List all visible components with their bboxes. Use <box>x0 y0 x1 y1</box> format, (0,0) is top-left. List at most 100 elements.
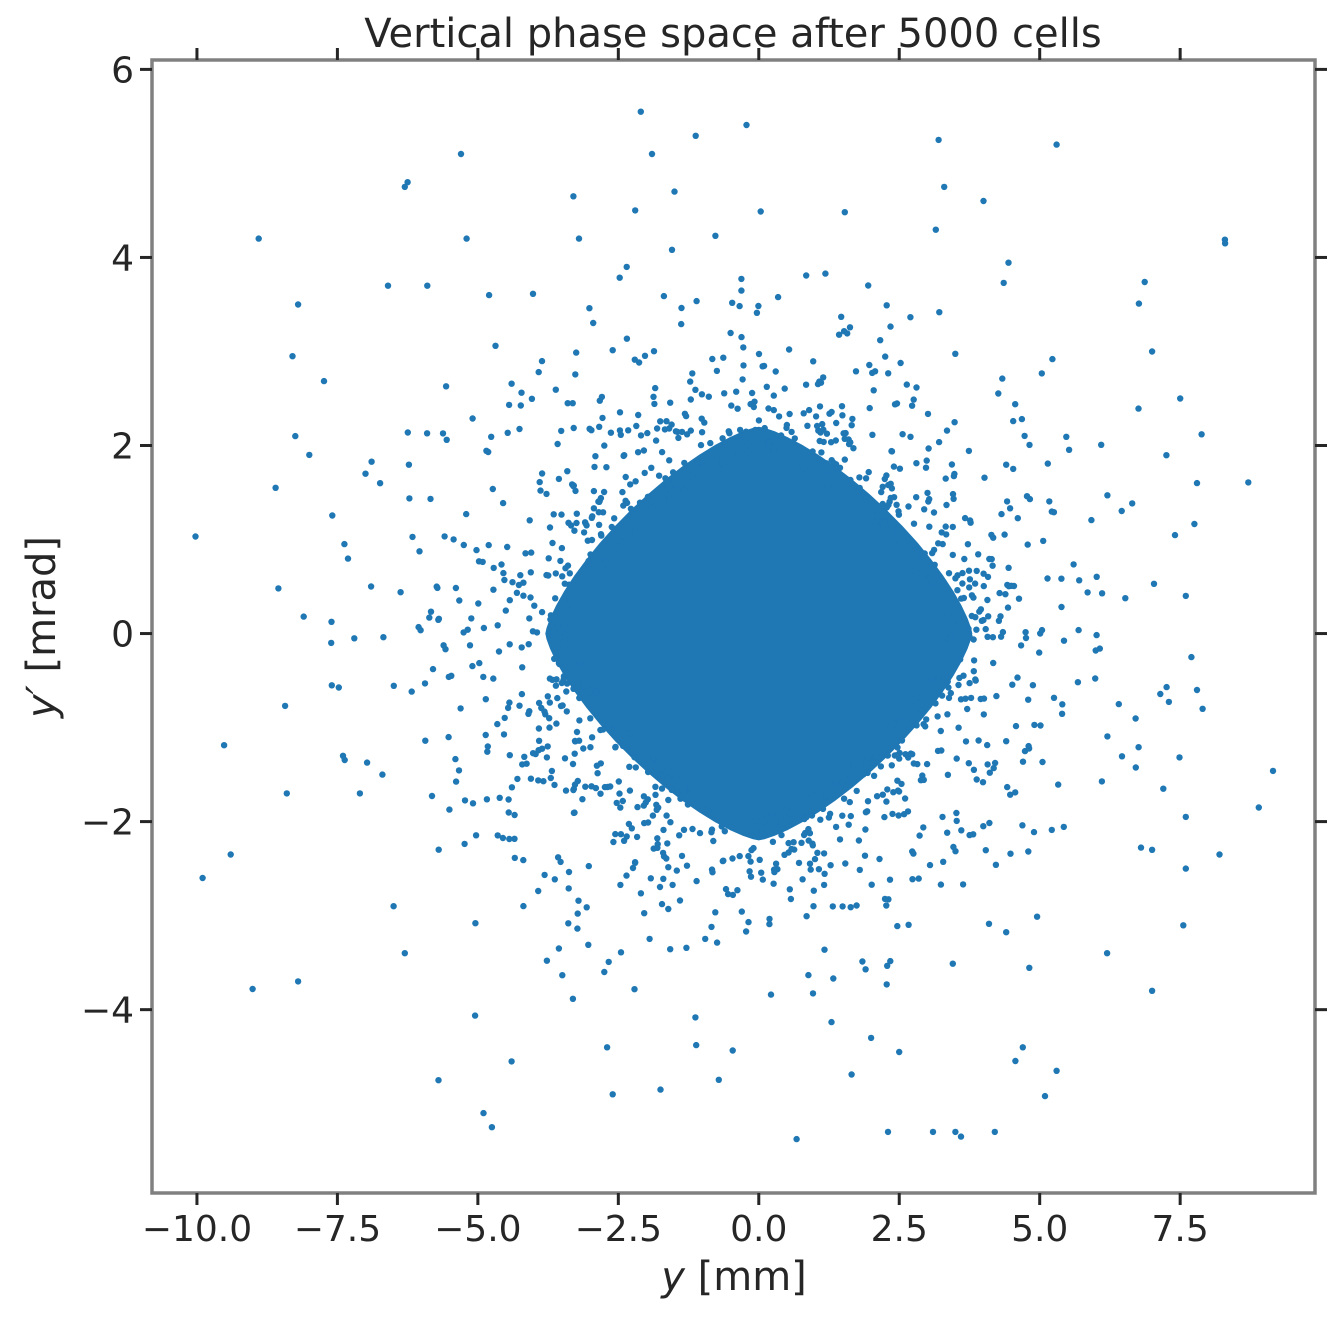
scatter-point <box>535 725 543 732</box>
scatter-point <box>641 819 648 827</box>
scatter-point <box>546 675 554 682</box>
scatter-point <box>599 414 606 422</box>
scatter-point <box>1180 922 1187 929</box>
scatter-point <box>1070 561 1077 568</box>
scatter-point <box>589 513 596 520</box>
scatter-point <box>1076 577 1083 584</box>
scatter-point <box>713 455 720 462</box>
scatter-point <box>484 748 491 755</box>
scatter-point <box>893 501 900 508</box>
scatter-point <box>770 406 777 414</box>
scatter-outlier-point <box>952 1128 959 1136</box>
scatter-point <box>953 755 960 762</box>
scatter-point <box>590 319 597 327</box>
scatter-point <box>1092 647 1099 654</box>
scatter-point <box>913 722 920 729</box>
scatter-point <box>681 486 688 493</box>
scatter-point <box>560 644 567 652</box>
scatter-point <box>894 922 901 930</box>
scatter-point <box>926 861 934 869</box>
scatter-point <box>496 794 503 801</box>
scatter-point <box>667 819 674 826</box>
scatter-point <box>1048 826 1056 834</box>
scatter-point <box>1058 603 1065 611</box>
scatter-point <box>526 517 533 524</box>
scatter-point <box>505 401 513 409</box>
scatter-point <box>667 946 674 953</box>
scatter-point <box>423 430 431 437</box>
scatter-point <box>759 876 766 883</box>
scatter-point <box>475 600 482 607</box>
scatter-point <box>1049 355 1056 363</box>
scatter-point <box>889 810 896 818</box>
scatter-point <box>996 589 1003 597</box>
y-tick-label: 0 <box>111 615 134 656</box>
scatter-point <box>977 606 985 613</box>
scatter-point <box>965 625 972 632</box>
scatter-point <box>740 344 747 351</box>
scatter-point <box>945 694 953 702</box>
scatter-point <box>553 720 560 727</box>
scatter-point <box>597 693 604 700</box>
scatter-point <box>1001 531 1008 538</box>
scatter-point <box>861 760 869 767</box>
scatter-outlier-point <box>657 1086 664 1093</box>
scatter-point <box>555 945 563 952</box>
scatter-point <box>965 567 973 574</box>
scatter-point <box>498 561 505 568</box>
scatter-point <box>602 557 609 565</box>
scatter-point <box>847 904 854 911</box>
scatter-point <box>1003 461 1010 468</box>
scatter-point <box>669 881 676 889</box>
plot-frame <box>150 58 1317 1195</box>
scatter-point <box>962 738 970 745</box>
scatter-point <box>490 586 497 593</box>
scatter-point <box>445 733 452 741</box>
scatter-point <box>452 584 460 592</box>
scatter-point <box>870 387 877 394</box>
scatter-outlier-point <box>294 301 302 308</box>
scatter-point <box>767 991 775 998</box>
scatter-point <box>540 778 547 785</box>
scatter-point <box>715 1076 722 1084</box>
scatter-point <box>836 464 844 471</box>
scatter-point <box>583 904 590 911</box>
scatter-point <box>931 561 938 568</box>
scatter-point <box>619 797 626 805</box>
scatter-point <box>817 429 824 436</box>
scatter-point <box>573 519 580 527</box>
scatter-point <box>999 375 1006 382</box>
scatter-point <box>944 611 951 618</box>
scatter-point <box>846 798 853 806</box>
scatter-point <box>709 869 716 876</box>
scatter-point <box>658 785 666 792</box>
scatter-point <box>838 403 846 410</box>
scatter-point <box>942 475 949 482</box>
scatter-point <box>790 839 797 846</box>
scatter-outlier-point <box>292 432 299 440</box>
scatter-point <box>1004 783 1011 791</box>
scatter-outlier-point <box>401 183 408 191</box>
scatter-point <box>605 724 613 731</box>
scatter-point <box>678 852 686 860</box>
scatter-point <box>821 946 828 953</box>
scatter-point <box>765 443 772 451</box>
scatter-point <box>905 921 912 928</box>
scatter-point <box>889 522 897 529</box>
scatter-point <box>538 745 546 752</box>
scatter-outlier-point <box>648 150 656 158</box>
scatter-point <box>656 499 663 506</box>
scatter-point <box>504 543 511 551</box>
scatter-point <box>626 787 634 794</box>
scatter-point <box>541 871 548 879</box>
scatter-outlier-point <box>1255 804 1263 811</box>
scatter-point <box>1165 698 1173 706</box>
scatter-point <box>192 533 199 540</box>
scatter-point <box>1019 758 1027 765</box>
scatter-point <box>468 615 475 622</box>
scatter-outlier-point <box>289 353 296 360</box>
scatter-point <box>565 885 572 892</box>
scatter-point <box>664 775 672 782</box>
scatter-point <box>841 435 848 442</box>
scatter-point <box>616 409 624 416</box>
